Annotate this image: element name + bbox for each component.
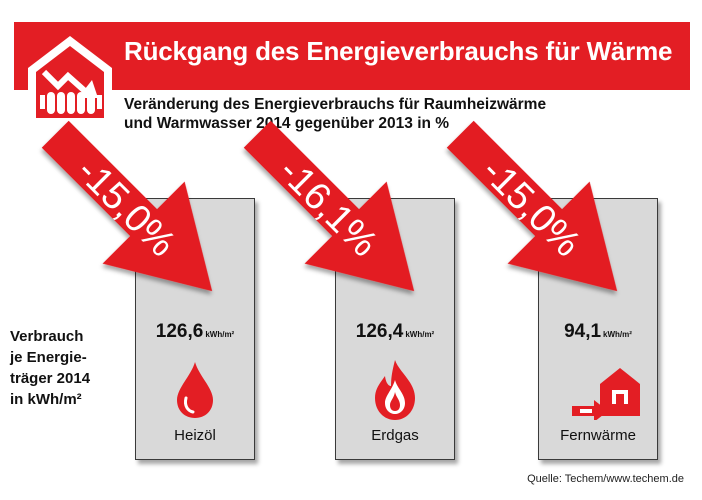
consumption-label-line-3: träger 2014 — [10, 370, 91, 387]
oil-drop-icon — [177, 362, 213, 418]
chart-subtitle: Veränderung des Energieverbrauchs für Ra… — [124, 95, 684, 133]
title-banner — [14, 22, 690, 90]
gas-flame-icon — [375, 360, 415, 420]
erdgas-label: Erdgas — [371, 427, 419, 444]
erdgas-value-number: 126,4 — [355, 321, 404, 342]
heizoel-label: Heizöl — [174, 427, 216, 444]
house-radiator-icon — [28, 36, 112, 126]
page-title: Rückgang des Energieverbrauchs für Wärme — [124, 36, 673, 66]
heizoel-value: 126,6 kWh/m² — [130, 321, 260, 343]
consumption-label-line-4: in kWh/m² — [10, 391, 82, 408]
consumption-label-line-1: Verbrauch — [10, 328, 84, 345]
erdgas-value: 126,4 kWh/m² — [330, 321, 460, 343]
heizoel-value-number: 126,6 — [155, 321, 204, 342]
district-heating-icon — [572, 368, 640, 420]
consumption-label: Verbrauch je Energie- träger 2014 in kWh… — [10, 326, 130, 410]
source-note: Quelle: Techem/www.techem.de — [527, 473, 684, 485]
fernwaerme-value: 94,1 kWh/m² — [533, 321, 663, 343]
fernwaerme-value-number: 94,1 — [564, 321, 602, 342]
heizoel-value-unit: kWh/m² — [205, 330, 235, 339]
fernwaerme-value-unit: kWh/m² — [603, 330, 632, 339]
fernwaerme-label: Fernwärme — [560, 427, 636, 444]
subtitle-line-1: Veränderung des Energieverbrauchs für Ra… — [124, 96, 547, 113]
erdgas-value-unit: kWh/m² — [405, 330, 435, 339]
consumption-label-line-2: je Energie- — [10, 349, 87, 366]
subtitle-line-2: und Warmwasser 2014 gegenüber 2013 in % — [124, 115, 450, 132]
